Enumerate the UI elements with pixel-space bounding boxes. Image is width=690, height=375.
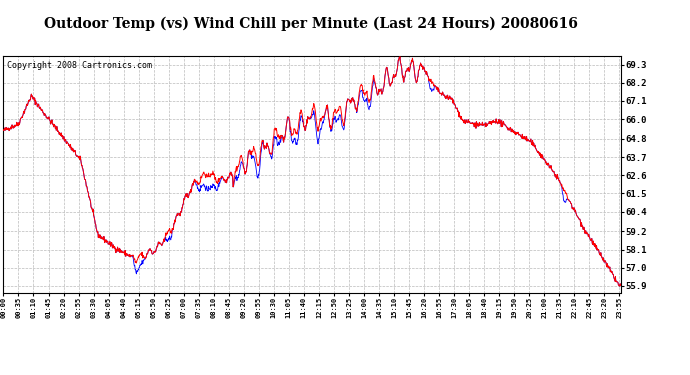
- Text: Copyright 2008 Cartronics.com: Copyright 2008 Cartronics.com: [6, 61, 152, 70]
- Text: Outdoor Temp (vs) Wind Chill per Minute (Last 24 Hours) 20080616: Outdoor Temp (vs) Wind Chill per Minute …: [43, 17, 578, 31]
